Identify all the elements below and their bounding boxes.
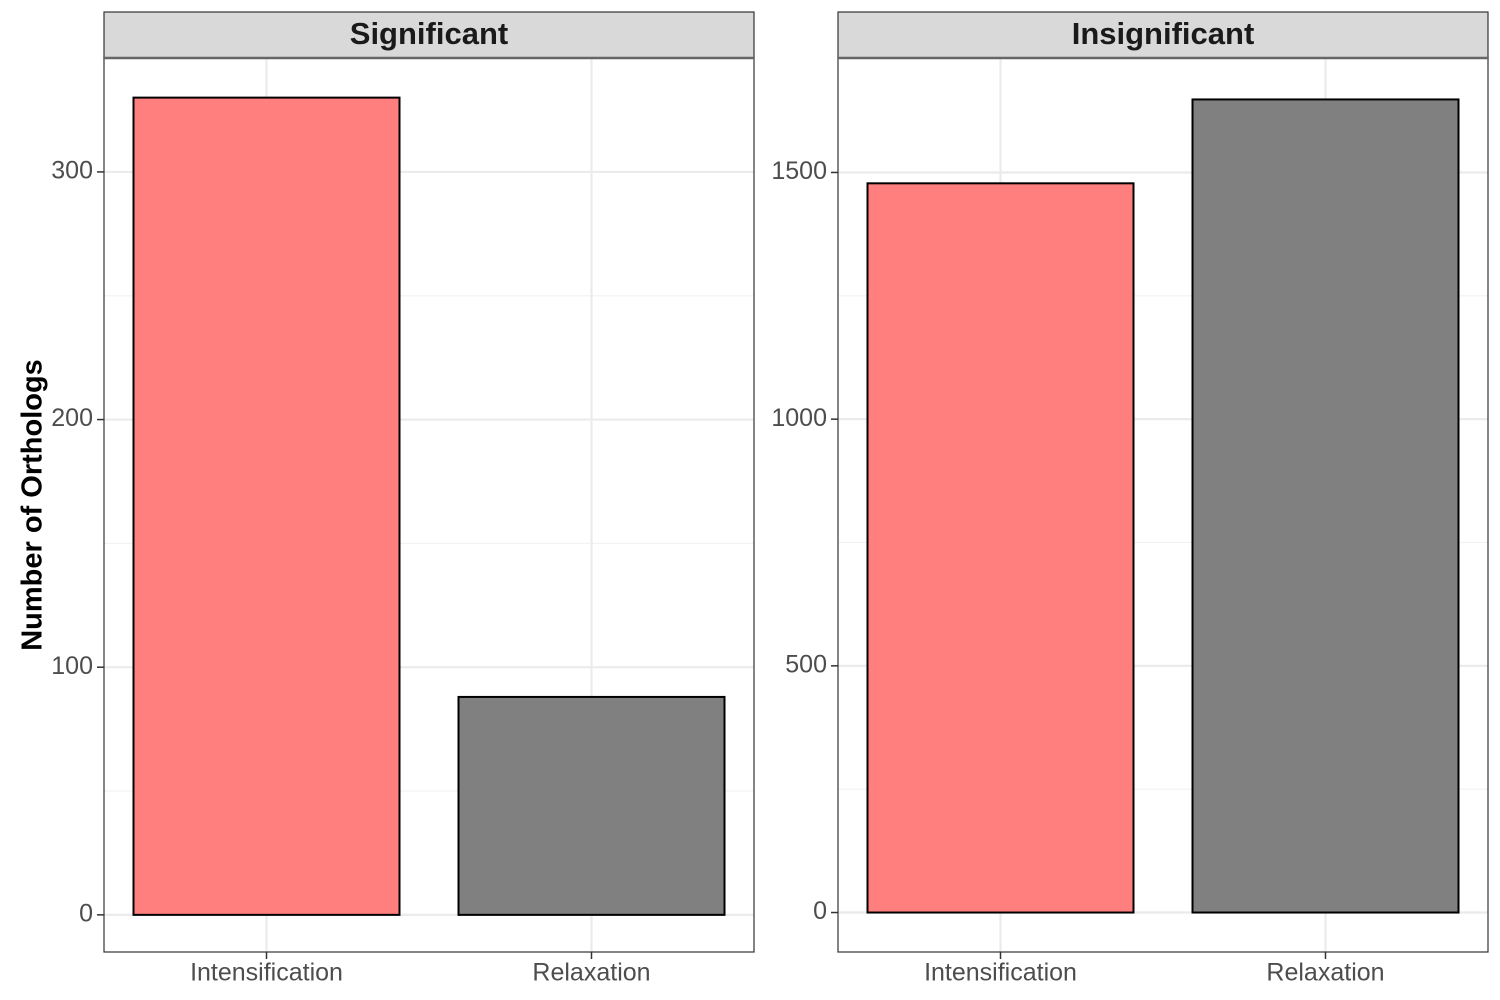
y-tick-label: 500 (785, 650, 827, 678)
panel-1: Insignificant 0 500 1000 1500 Intensification… (771, 11, 1489, 987)
x-category-label: Intensification (190, 959, 343, 987)
y-tick-label: 300 (51, 157, 93, 185)
y-axis-label: Number of Orthologs (17, 359, 49, 651)
y-tick-label: 100 (51, 652, 93, 680)
x-category-label: Relaxation (532, 959, 650, 987)
x-category-label: Intensification (924, 959, 1077, 987)
panel-0: Significant 0 100 200 300 Intensification Rela… (51, 11, 755, 987)
y-tick-label: 0 (813, 897, 827, 925)
y-tick-label: 200 (51, 404, 93, 432)
facet-strip (837, 11, 1489, 59)
x-category-label: Relaxation (1266, 959, 1384, 987)
bar-intensification (132, 96, 401, 916)
y-tick-label: 1000 (771, 404, 827, 432)
bar-intensification (866, 182, 1135, 914)
y-tick-label: 0 (79, 899, 93, 927)
facet-title: Insignificant (1072, 16, 1255, 51)
bar-relaxation (1191, 98, 1460, 914)
facet-title: Significant (350, 16, 508, 51)
y-tick-label: 1500 (771, 157, 827, 185)
bar-relaxation (457, 695, 726, 916)
